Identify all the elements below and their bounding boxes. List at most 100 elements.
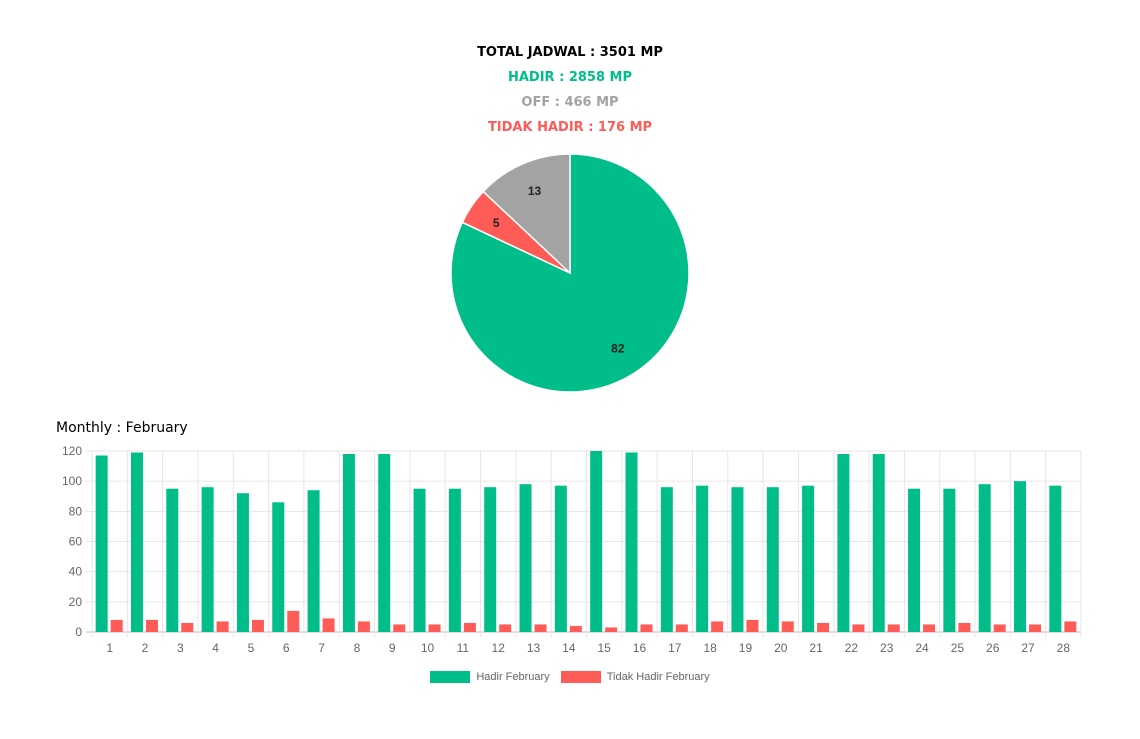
bar-tidak-hadir[interactable] <box>675 624 688 632</box>
summary-off: OFF : 466 MP <box>521 95 619 110</box>
legend-label-tidak-hadir: Tidak Hadir February <box>606 671 710 683</box>
bar-tidak-hadir[interactable] <box>958 622 971 632</box>
bar-tidak-hadir[interactable] <box>711 621 724 632</box>
bar-hadir[interactable] <box>943 488 956 632</box>
legend-item-hadir[interactable]: Hadir February <box>430 671 550 683</box>
bar-hadir[interactable] <box>272 502 285 632</box>
bar-tidak-hadir[interactable] <box>852 624 865 632</box>
bar-tidak-hadir[interactable] <box>216 621 229 632</box>
y-tick-label: 60 <box>69 535 83 549</box>
bar-hadir[interactable] <box>236 493 249 632</box>
bar-tidak-hadir[interactable] <box>357 621 370 632</box>
x-tick-label: 5 <box>248 641 255 655</box>
bar-tidak-hadir[interactable] <box>499 624 512 632</box>
x-tick-label: 14 <box>562 641 576 655</box>
bar-tidak-hadir[interactable] <box>534 624 547 632</box>
bar-hadir[interactable] <box>378 454 391 632</box>
bar-hadir[interactable] <box>166 488 179 632</box>
bar-hadir[interactable] <box>554 485 567 632</box>
bar-hadir[interactable] <box>837 454 850 632</box>
bar-tidak-hadir[interactable] <box>463 622 476 632</box>
bar-hadir[interactable] <box>413 488 426 632</box>
y-tick-label: 100 <box>62 474 82 488</box>
bar-hadir[interactable] <box>95 455 108 632</box>
legend-swatch-tidak-hadir <box>560 671 601 683</box>
x-tick-label: 25 <box>951 641 965 655</box>
x-tick-label: 12 <box>492 641 506 655</box>
x-tick-label: 9 <box>389 641 396 655</box>
pie-slice[interactable] <box>450 153 690 393</box>
bar-tidak-hadir[interactable] <box>817 622 830 632</box>
bar-tidak-hadir[interactable] <box>887 624 900 632</box>
bar-hadir[interactable] <box>625 452 638 632</box>
x-tick-label: 15 <box>597 641 611 655</box>
bar-legend: Hadir February Tidak Hadir February <box>0 671 1140 686</box>
x-tick-label: 8 <box>354 641 361 655</box>
bar-tidak-hadir[interactable] <box>145 619 158 632</box>
bar-hadir[interactable] <box>590 451 603 632</box>
summary-total: TOTAL JADWAL : 3501 MP <box>477 45 663 60</box>
bar-hadir[interactable] <box>484 487 497 632</box>
monthly-title: Monthly : February <box>56 420 188 436</box>
x-tick-label: 4 <box>212 641 219 655</box>
bar-tidak-hadir[interactable] <box>393 624 406 632</box>
x-tick-label: 16 <box>633 641 647 655</box>
bar-hadir[interactable] <box>660 487 673 632</box>
pie-slice-label: 82 <box>611 341 625 355</box>
bar-hadir[interactable] <box>802 485 815 632</box>
bar-hadir[interactable] <box>731 487 744 632</box>
x-tick-label: 1 <box>106 641 113 655</box>
bar-tidak-hadir[interactable] <box>781 621 794 632</box>
pie-slice[interactable] <box>482 153 571 275</box>
bar-hadir[interactable] <box>519 484 532 632</box>
pie-slice-label: 5 <box>493 216 500 230</box>
bar-tidak-hadir[interactable] <box>110 619 123 632</box>
legend-item-tidak-hadir[interactable]: Tidak Hadir February <box>560 671 710 683</box>
x-tick-label: 10 <box>421 641 435 655</box>
bar-tidak-hadir[interactable] <box>1029 624 1042 632</box>
pie-slice-label: 13 <box>528 184 542 198</box>
bar-tidak-hadir[interactable] <box>605 627 618 632</box>
bar-tidak-hadir[interactable] <box>322 618 335 632</box>
x-tick-label: 18 <box>703 641 717 655</box>
bar-hadir[interactable] <box>201 487 214 632</box>
x-tick-label: 7 <box>318 641 325 655</box>
bar-tidak-hadir[interactable] <box>428 624 441 632</box>
bar-hadir[interactable] <box>342 454 355 632</box>
bar-hadir[interactable] <box>448 488 461 632</box>
x-tick-label: 28 <box>1057 641 1071 655</box>
legend-swatch-hadir <box>430 671 471 683</box>
x-tick-label: 19 <box>739 641 753 655</box>
bar-hadir[interactable] <box>130 452 143 632</box>
bar-tidak-hadir[interactable] <box>569 625 582 632</box>
x-tick-label: 27 <box>1021 641 1035 655</box>
bar-tidak-hadir[interactable] <box>1064 621 1077 632</box>
x-tick-label: 13 <box>527 641 541 655</box>
x-tick-label: 11 <box>457 641 470 655</box>
x-tick-label: 20 <box>774 641 788 655</box>
bar-tidak-hadir[interactable] <box>923 624 936 632</box>
bar-tidak-hadir[interactable] <box>287 610 300 632</box>
x-tick-label: 22 <box>845 641 859 655</box>
bar-hadir[interactable] <box>1014 481 1027 632</box>
bar-tidak-hadir[interactable] <box>640 624 653 632</box>
legend-label-hadir: Hadir February <box>476 671 550 683</box>
bar-hadir[interactable] <box>307 490 320 632</box>
y-tick-label: 0 <box>75 625 82 639</box>
bar-hadir[interactable] <box>908 488 921 632</box>
bar-hadir[interactable] <box>766 487 779 632</box>
summary-tidak-hadir: TIDAK HADIR : 176 MP <box>487 120 653 135</box>
bar-tidak-hadir[interactable] <box>181 622 194 632</box>
summary-hadir: HADIR : 2858 MP <box>507 70 632 85</box>
bar-hadir[interactable] <box>696 485 709 632</box>
x-tick-label: 26 <box>986 641 1000 655</box>
bar-tidak-hadir[interactable] <box>251 619 264 632</box>
bar-tidak-hadir[interactable] <box>746 619 759 632</box>
bar-hadir[interactable] <box>1049 485 1062 632</box>
bar-hadir[interactable] <box>872 454 885 632</box>
bar-tidak-hadir[interactable] <box>993 624 1006 632</box>
bar-hadir[interactable] <box>978 484 991 632</box>
y-tick-label: 120 <box>62 444 82 458</box>
x-tick-label: 17 <box>668 641 682 655</box>
